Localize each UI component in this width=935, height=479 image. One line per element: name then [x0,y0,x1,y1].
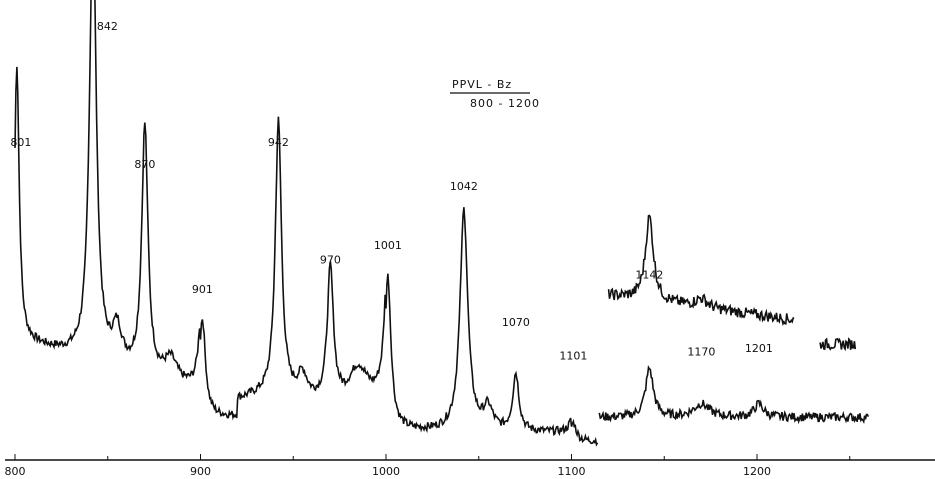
peak-label: 1101 [559,349,587,362]
spectrum-traces [14,0,870,447]
peak-label: 942 [268,136,289,149]
expanded-trace-segment [607,214,795,327]
title-block: PPVL - Bz 800 - 1200 [450,78,540,110]
x-axis: 800 900 1000 1100 1200 [5,454,935,478]
peak-label: 870 [134,158,155,171]
peak-label: 901 [192,283,213,296]
lower-trace-segment [598,364,870,425]
peak-label: 842 [97,20,118,33]
main-spectrum-trace [14,0,599,447]
peak-label: 1001 [374,239,402,252]
peak-label: 1170 [687,346,715,359]
peak-label: 1142 [635,268,663,281]
chart-subtitle: 800 - 1200 [470,97,540,110]
peak-label: 1201 [745,342,773,355]
peak-label: 1070 [502,316,530,329]
x-tick-label: 1200 [743,465,771,478]
x-tick-label: 1000 [372,465,400,478]
expanded-trace-tail [819,337,857,352]
x-tick-label: 900 [190,465,211,478]
peak-label: 1042 [450,180,478,193]
peak-labels: 801 842 870 901 942 970 1001 1042 1070 1101 1142 11… [10,20,773,362]
peak-label: 970 [320,254,341,267]
chart-title: PPVL - Bz [452,78,512,91]
x-tick-label: 800 [5,465,26,478]
x-tick-label: 1100 [558,465,586,478]
peak-label: 801 [10,136,31,149]
